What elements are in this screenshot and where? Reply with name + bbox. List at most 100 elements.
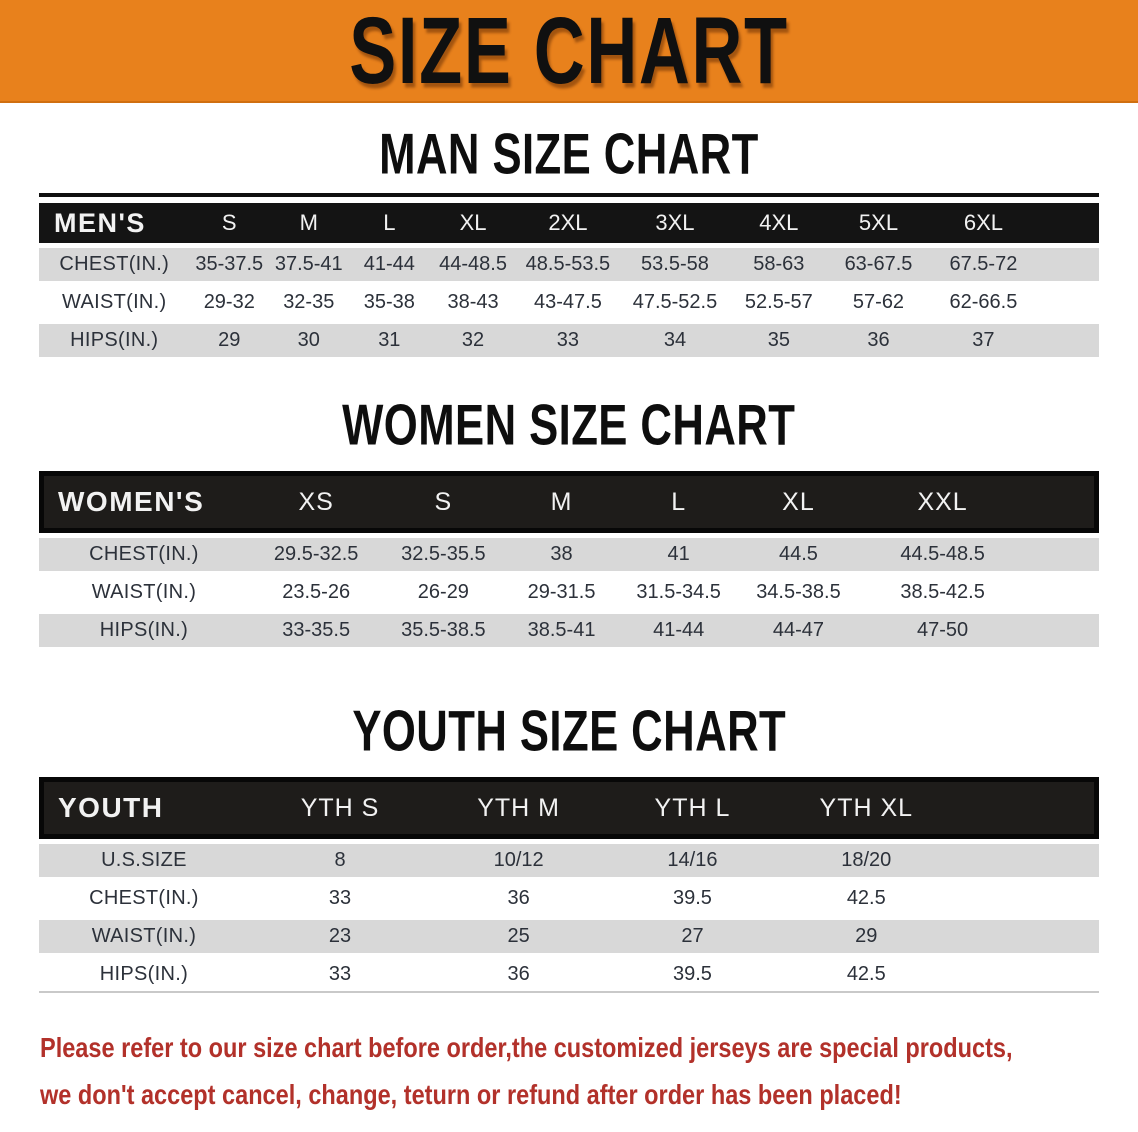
- size-value: 41: [619, 538, 738, 571]
- column-header: YTH S: [248, 777, 432, 839]
- size-value: 31: [348, 324, 431, 357]
- size-value: 47.5-52.5: [619, 286, 731, 319]
- row-filler: [1037, 324, 1099, 357]
- column-header: 2XL: [515, 203, 620, 243]
- size-value: 36: [431, 882, 607, 915]
- women-section-heading-text: WOMEN SIZE CHART: [342, 394, 796, 458]
- size-value: 67.5-72: [929, 248, 1038, 281]
- title-banner: SIZE CHART: [0, 0, 1138, 103]
- column-header: L: [348, 203, 431, 243]
- size-value: 62-66.5: [929, 286, 1038, 319]
- men-section-heading-text: MAN SIZE CHART: [379, 123, 759, 187]
- row-filler: [1037, 248, 1099, 281]
- row-filler: [953, 844, 1099, 877]
- header-filler: [1025, 471, 1099, 533]
- size-value: 33-35.5: [248, 614, 384, 647]
- size-value: 37.5-41: [269, 248, 349, 281]
- size-value: 35.5-38.5: [383, 614, 504, 647]
- row-label: WAIST(IN.): [39, 576, 249, 609]
- size-value: 53.5-58: [619, 248, 731, 281]
- row-label: HIPS(IN.): [39, 614, 249, 647]
- table-row: WAIST(IN.) 29-32 32-35 35-38 38-43 43-47.5 47.…: [39, 286, 1099, 319]
- size-value: 26-29: [383, 576, 504, 609]
- column-header: 4XL: [730, 203, 828, 243]
- size-value: 36: [431, 958, 607, 993]
- size-value: 42.5: [778, 958, 954, 993]
- column-header: M: [503, 471, 620, 533]
- table-header-row: YOUTH YTH S YTH M YTH L YTH XL: [39, 777, 1099, 839]
- men-size-table: MEN'S S M L XL 2XL 3XL 4XL 5XL 6XL CHEST(IN.) 35-37…: [39, 198, 1099, 362]
- table-header-label: YOUTH: [39, 777, 249, 839]
- row-label: CHEST(IN.): [39, 882, 249, 915]
- size-value: 38.5-41: [503, 614, 620, 647]
- table-header-row: WOMEN'S XS S M L XL XXL: [39, 471, 1099, 533]
- men-size-table-wrap: MEN'S S M L XL 2XL 3XL 4XL 5XL 6XL CHEST(IN.) 35-37…: [39, 193, 1099, 362]
- size-value: 14/16: [606, 844, 779, 877]
- women-section-heading: WOMEN SIZE CHART: [0, 394, 1138, 458]
- column-header: 3XL: [619, 203, 731, 243]
- size-value: 29.5-32.5: [248, 538, 384, 571]
- column-header: M: [269, 203, 349, 243]
- column-header: YTH L: [606, 777, 779, 839]
- size-value: 29: [778, 920, 954, 953]
- table-header-label: MEN'S: [39, 203, 190, 243]
- size-value: 30: [269, 324, 349, 357]
- column-header: YTH M: [431, 777, 607, 839]
- row-filler: [953, 958, 1099, 993]
- size-value: 29-31.5: [503, 576, 620, 609]
- table-row: HIPS(IN.) 33-35.5 35.5-38.5 38.5-41 41-44 44-…: [39, 614, 1099, 647]
- size-value: 44.5-48.5: [859, 538, 1026, 571]
- table-row: HIPS(IN.) 29 30 31 32 33 34 35 36 37: [39, 324, 1099, 357]
- table-row: WAIST(IN.) 23.5-26 26-29 29-31.5 31.5-34.5 34…: [39, 576, 1099, 609]
- header-filler: [1037, 203, 1099, 243]
- size-value: 38.5-42.5: [859, 576, 1026, 609]
- youth-section-heading-text: YOUTH SIZE CHART: [352, 700, 786, 764]
- size-value: 38-43: [430, 286, 516, 319]
- column-header: S: [189, 203, 270, 243]
- size-value: 52.5-57: [730, 286, 828, 319]
- size-table: MEN'S S M L XL 2XL 3XL 4XL 5XL 6XL CHEST(IN.) 35-37…: [39, 198, 1099, 362]
- row-label: U.S.SIZE: [39, 844, 249, 877]
- size-value: 18/20: [778, 844, 954, 877]
- table-row: U.S.SIZE 8 10/12 14/16 18/20: [39, 844, 1099, 877]
- size-value: 63-67.5: [827, 248, 930, 281]
- page-title: SIZE CHART: [349, 0, 789, 104]
- column-header: XXL: [859, 471, 1026, 533]
- size-value: 39.5: [606, 958, 779, 993]
- column-header: 6XL: [929, 203, 1038, 243]
- column-header: YTH XL: [778, 777, 954, 839]
- size-value: 29-32: [189, 286, 270, 319]
- size-value: 33: [248, 882, 432, 915]
- row-filler: [953, 920, 1099, 953]
- size-value: 23.5-26: [248, 576, 384, 609]
- row-label: CHEST(IN.): [39, 538, 249, 571]
- column-header: XS: [248, 471, 384, 533]
- size-value: 36: [827, 324, 930, 357]
- size-value: 32: [430, 324, 516, 357]
- size-value: 29: [189, 324, 270, 357]
- size-value: 44-48.5: [430, 248, 516, 281]
- row-label: CHEST(IN.): [39, 248, 190, 281]
- row-label: HIPS(IN.): [39, 958, 249, 993]
- size-value: 10/12: [431, 844, 607, 877]
- table-row: CHEST(IN.) 35-37.5 37.5-41 41-44 44-48.5 48.5…: [39, 248, 1099, 281]
- column-header: 5XL: [827, 203, 930, 243]
- row-filler: [1025, 576, 1099, 609]
- size-value: 34: [619, 324, 731, 357]
- row-filler: [1025, 538, 1099, 571]
- women-size-table: WOMEN'S XS S M L XL XXL CHEST(IN.) 29.5-32.5 32.5…: [39, 466, 1099, 652]
- size-value: 8: [248, 844, 432, 877]
- size-value: 31.5-34.5: [619, 576, 738, 609]
- row-filler: [1037, 286, 1099, 319]
- row-filler: [1025, 614, 1099, 647]
- row-label: HIPS(IN.): [39, 324, 190, 357]
- size-value: 34.5-38.5: [737, 576, 860, 609]
- size-table: YOUTH YTH S YTH M YTH L YTH XL U.S.SIZE 8 10/12…: [39, 772, 1099, 998]
- size-value: 44.5: [737, 538, 860, 571]
- size-value: 57-62: [827, 286, 930, 319]
- size-value: 48.5-53.5: [515, 248, 620, 281]
- table-row: CHEST(IN.) 33 36 39.5 42.5: [39, 882, 1099, 915]
- size-value: 32.5-35.5: [383, 538, 504, 571]
- size-value: 43-47.5: [515, 286, 620, 319]
- table-row: CHEST(IN.) 29.5-32.5 32.5-35.5 38 41 44.5 44.5…: [39, 538, 1099, 571]
